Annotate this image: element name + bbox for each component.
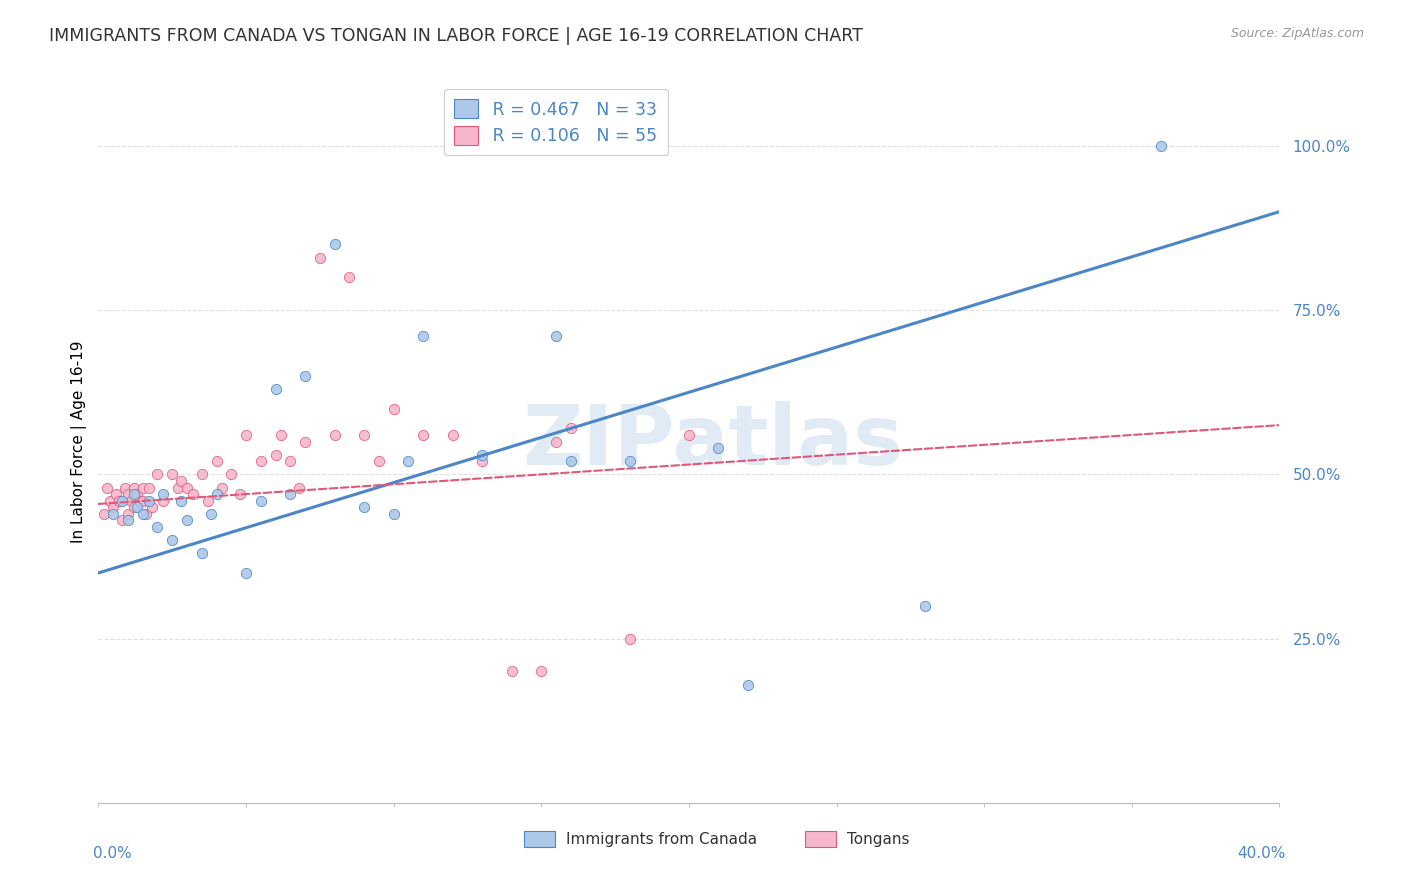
Text: 40.0%: 40.0% [1237, 847, 1285, 861]
Point [98, 493, 121, 508]
Point [235, 428, 257, 442]
Point [146, 520, 169, 534]
Point [122, 481, 145, 495]
Point [280, 487, 302, 501]
Point [114, 481, 136, 495]
Point [205, 454, 228, 468]
Legend:  R = 0.467   N = 33,  R = 0.106   N = 55: R = 0.467 N = 33, R = 0.106 N = 55 [444, 89, 668, 155]
Point [181, 487, 204, 501]
Point [412, 428, 434, 442]
Text: Immigrants from Canada: Immigrants from Canada [565, 832, 756, 847]
Point [530, 665, 553, 679]
Point [117, 513, 139, 527]
Point [141, 500, 163, 515]
Point [93, 507, 115, 521]
Point [103, 507, 125, 521]
Point [170, 493, 193, 508]
Point [132, 507, 155, 521]
Bar [806, 831, 835, 847]
Text: 0.0%: 0.0% [93, 847, 131, 861]
Point [162, 533, 183, 547]
Point [619, 632, 641, 646]
Point [546, 434, 568, 449]
Point [117, 487, 139, 501]
Point [103, 500, 125, 515]
Point [914, 599, 936, 613]
Point [398, 454, 420, 468]
Point [191, 467, 214, 482]
Point [235, 566, 257, 580]
Point [288, 481, 311, 495]
Point [122, 500, 145, 515]
Point [368, 454, 391, 468]
Point [294, 368, 316, 383]
Point [678, 428, 700, 442]
Point [132, 493, 155, 508]
Point [250, 454, 273, 468]
Point [111, 513, 134, 527]
Point [108, 493, 131, 508]
Point [170, 474, 193, 488]
Point [264, 448, 287, 462]
Point [96, 481, 118, 495]
Point [619, 454, 641, 468]
Text: IMMIGRANTS FROM CANADA VS TONGAN IN LABOR FORCE | AGE 16-19 CORRELATION CHART: IMMIGRANTS FROM CANADA VS TONGAN IN LABO… [49, 27, 863, 45]
Point [176, 481, 198, 495]
Point [471, 454, 494, 468]
Point [353, 428, 375, 442]
Point [162, 467, 183, 482]
Point [280, 454, 302, 468]
Point [138, 493, 160, 508]
Point [412, 329, 434, 343]
Point [211, 481, 233, 495]
Point [737, 677, 759, 691]
Point [471, 448, 494, 462]
Text: Tongans: Tongans [846, 832, 910, 847]
Point [138, 481, 160, 495]
Point [264, 382, 287, 396]
Point [707, 441, 730, 455]
Point [382, 507, 405, 521]
Point [546, 329, 568, 343]
Point [560, 454, 582, 468]
Text: Source: ZipAtlas.com: Source: ZipAtlas.com [1230, 27, 1364, 40]
Point [111, 493, 134, 508]
Point [270, 428, 292, 442]
Point [128, 493, 150, 508]
Point [105, 487, 128, 501]
Point [309, 251, 332, 265]
Point [152, 487, 174, 501]
Point [441, 428, 464, 442]
Point [1150, 139, 1173, 153]
Point [125, 487, 148, 501]
Point [135, 507, 157, 521]
Point [191, 546, 214, 560]
Text: ZIPatlas: ZIPatlas [522, 401, 903, 482]
Point [501, 665, 523, 679]
Point [122, 487, 145, 501]
Point [120, 493, 142, 508]
Point [221, 467, 243, 482]
Y-axis label: In Labor Force | Age 16-19: In Labor Force | Age 16-19 [72, 340, 87, 543]
Point [339, 270, 361, 285]
Point [323, 428, 346, 442]
Point [294, 434, 316, 449]
Point [152, 493, 174, 508]
Bar [523, 831, 554, 847]
Point [117, 507, 139, 521]
Point [132, 481, 155, 495]
Point [197, 493, 219, 508]
Point [353, 500, 375, 515]
Point [205, 487, 228, 501]
Point [200, 507, 222, 521]
Point [176, 513, 198, 527]
Point [146, 467, 169, 482]
Point [250, 493, 273, 508]
Point [167, 481, 190, 495]
Point [125, 500, 148, 515]
Point [323, 237, 346, 252]
Point [229, 487, 252, 501]
Point [382, 401, 405, 416]
Point [560, 421, 582, 435]
